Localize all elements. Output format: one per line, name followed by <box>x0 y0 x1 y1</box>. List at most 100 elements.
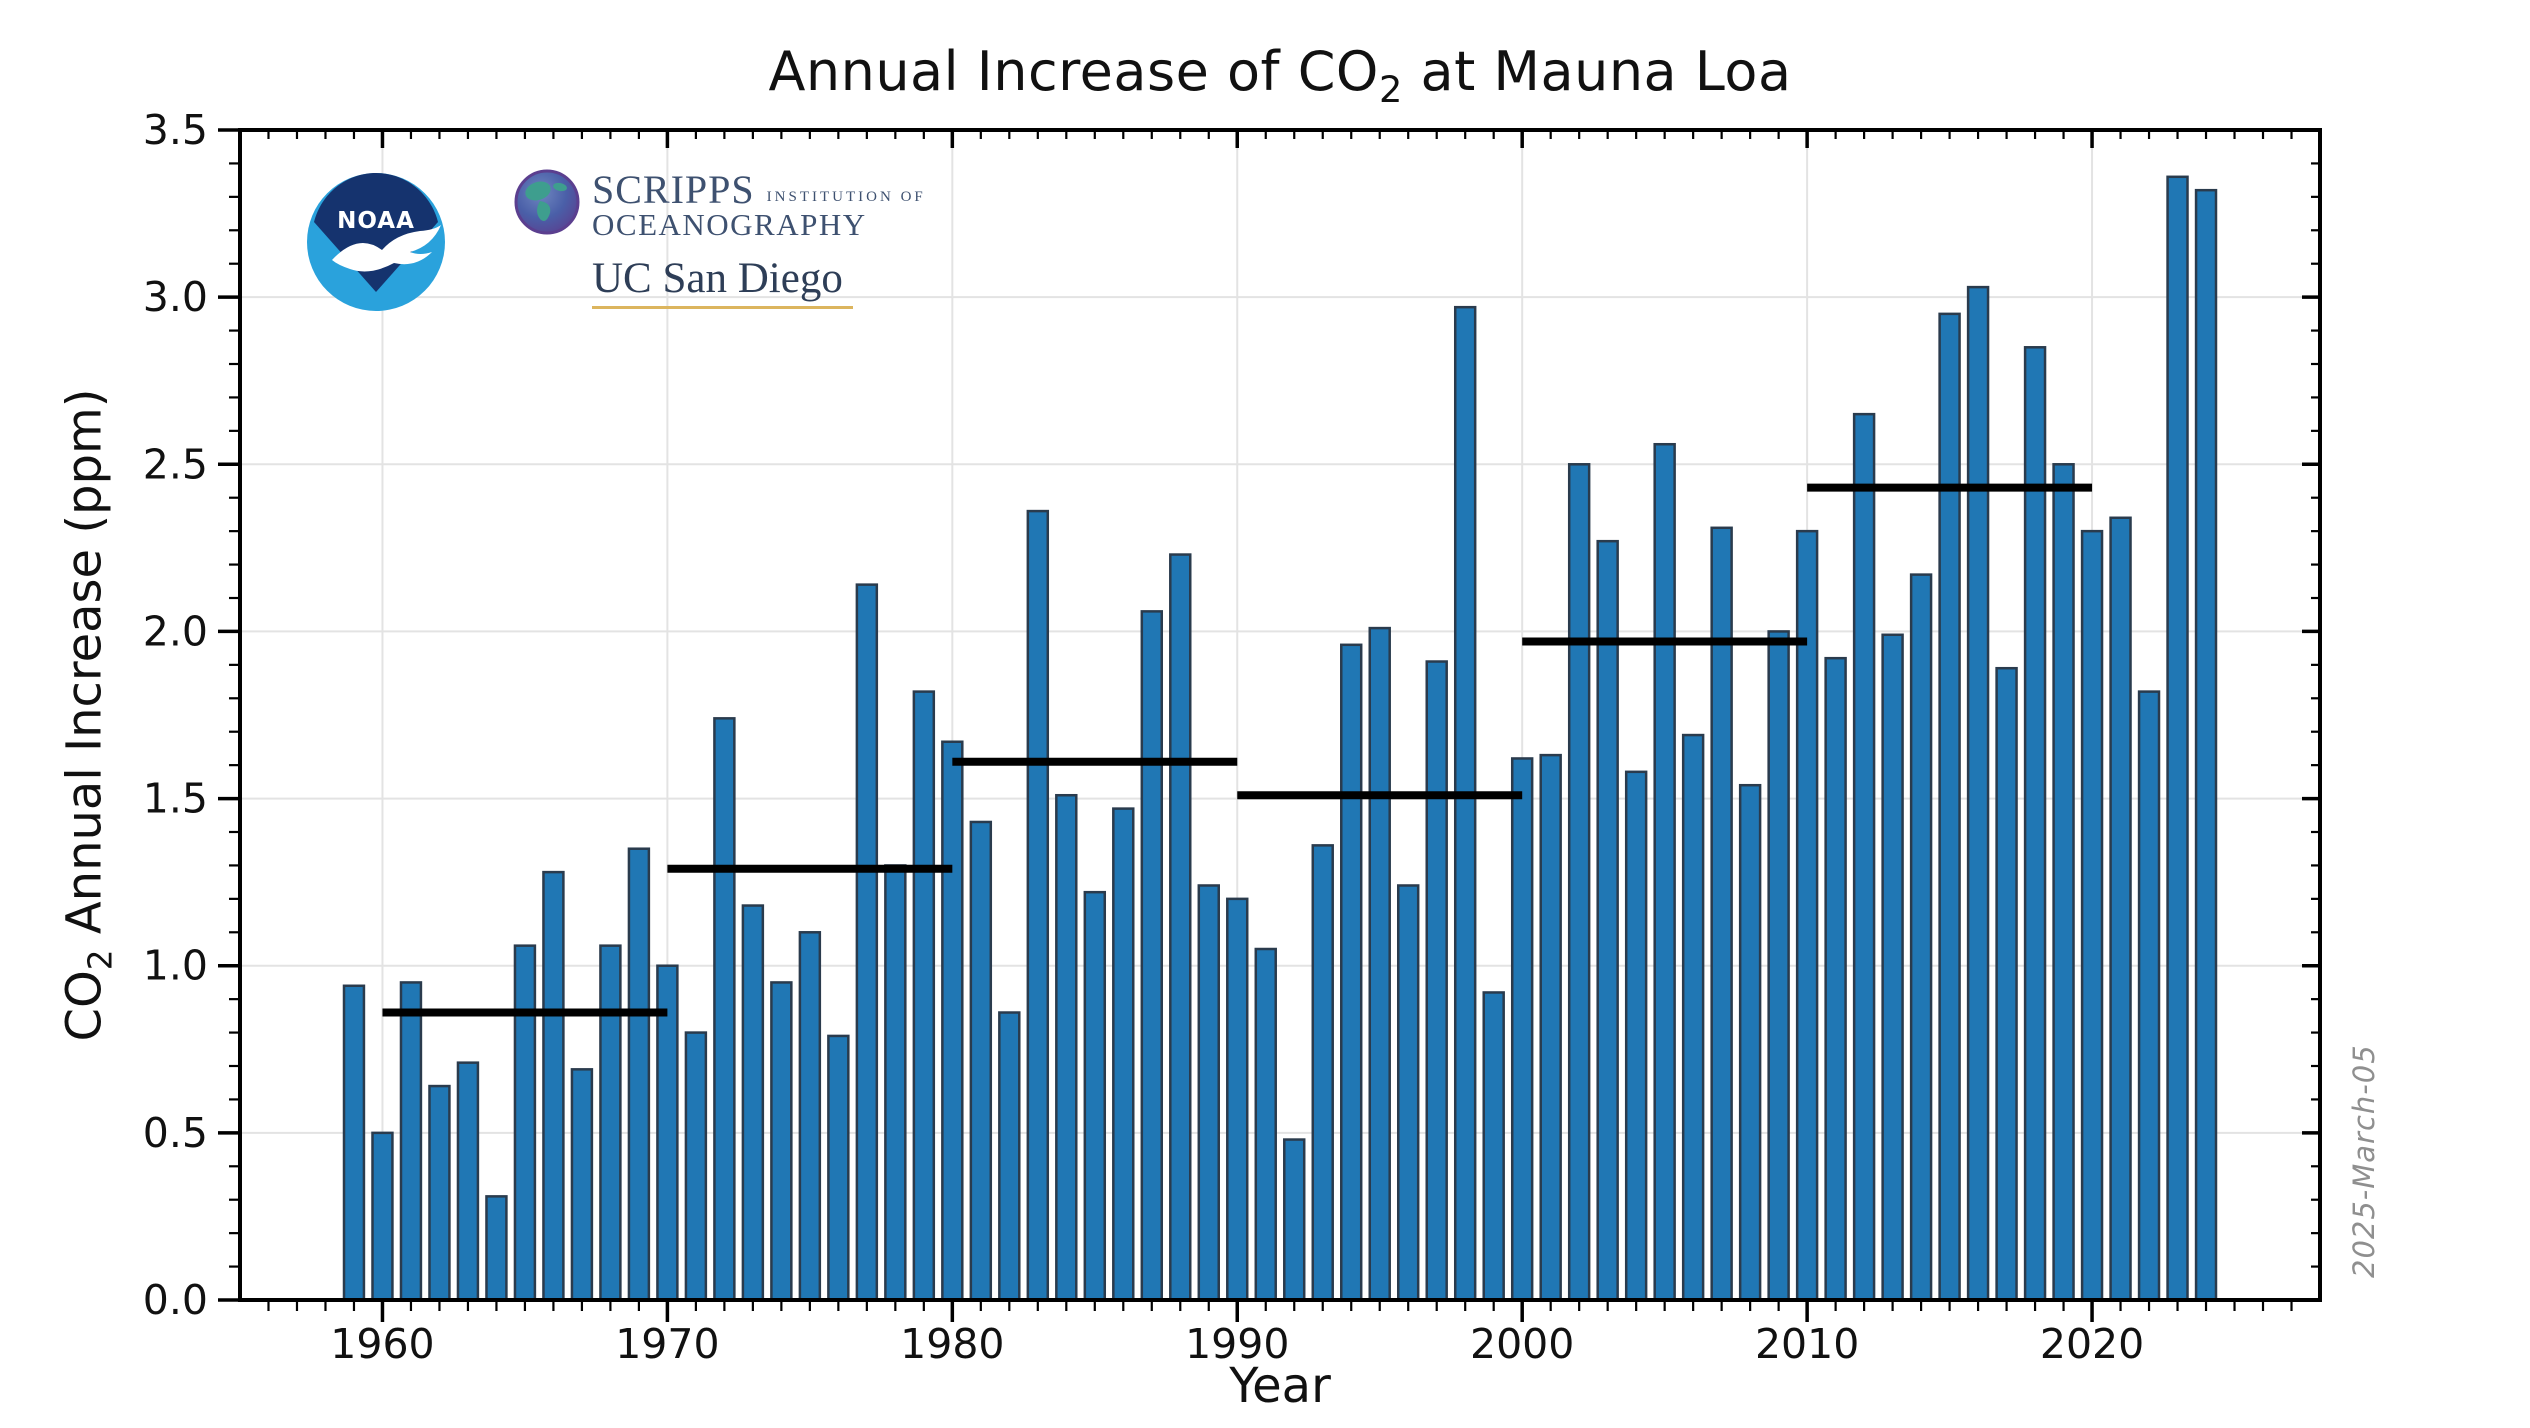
chart-title: Annual Increase of CO2 at Mauna Loa <box>240 40 2320 111</box>
bar-1985 <box>1083 890 1107 1302</box>
noaa-logo-seagull-icon <box>332 225 441 272</box>
bar-1995 <box>1368 626 1391 1302</box>
bar-1986 <box>1112 807 1135 1302</box>
bar-1969 <box>627 847 651 1302</box>
y-tick-label: 2.0 <box>143 607 208 655</box>
bar-1960 <box>371 1131 394 1302</box>
bar-2013 <box>1881 633 1904 1302</box>
bar-2024 <box>2194 188 2218 1302</box>
bar-2023 <box>2166 175 2189 1302</box>
x-tick-label: 1970 <box>615 1320 719 1368</box>
scripps-institution-of: INSTITUTION OF <box>766 189 926 205</box>
bar-1982 <box>998 1011 1021 1302</box>
bar-2005 <box>1653 442 1676 1302</box>
bar-1987 <box>1140 610 1164 1302</box>
bar-2000 <box>1510 757 1534 1302</box>
bar-1998 <box>1453 305 1477 1302</box>
bar-2006 <box>1681 733 1705 1302</box>
plot-datestamp: 2025-March-05 <box>2347 1044 2381 1278</box>
y-tick-label: 1.0 <box>143 942 208 990</box>
bar-1966 <box>542 870 565 1302</box>
scripps-wordmark: SCRIPPS INSTITUTION OF <box>592 170 926 210</box>
y-tick-label: 1.5 <box>143 775 208 823</box>
y-tick-label: 3.0 <box>143 273 208 321</box>
bar-1990 <box>1226 897 1249 1302</box>
bar-1984 <box>1055 793 1078 1302</box>
bar-2021 <box>2109 516 2132 1302</box>
x-tick-label: 1980 <box>900 1320 1004 1368</box>
bar-1992 <box>1283 1138 1306 1302</box>
bar-2001 <box>1539 753 1562 1302</box>
x-tick-label: 2020 <box>2040 1320 2144 1368</box>
tick-labels: 1960 1970 1980 1990 2000 2010 2020 0.0 0.5 1.0 1.5… <box>143 106 2144 1368</box>
x-tick-label: 2000 <box>1470 1320 1574 1368</box>
bar-2010 <box>1795 529 1819 1302</box>
bar-1989 <box>1197 884 1220 1302</box>
bar-1983 <box>1026 509 1050 1302</box>
bar-1988 <box>1169 553 1192 1302</box>
bar-2014 <box>1909 573 1933 1302</box>
bar-2020 <box>2080 529 2104 1302</box>
bars <box>342 175 2218 1302</box>
bar-1975 <box>798 931 822 1302</box>
bar-2008 <box>1738 783 1762 1302</box>
axis-ticks <box>218 128 2320 1322</box>
x-tick-label: 1990 <box>1185 1320 1289 1368</box>
bar-1959 <box>342 984 366 1302</box>
x-tick-label: 1960 <box>330 1320 434 1368</box>
bar-1999 <box>1482 991 1505 1302</box>
bar-2003 <box>1596 539 1619 1302</box>
chart-title-subscript: 2 <box>1378 67 1403 111</box>
scripps-oceanography: OCEANOGRAPHY <box>592 207 867 242</box>
bar-1963 <box>456 1061 480 1302</box>
bar-1981 <box>969 820 993 1302</box>
bar-1980 <box>941 740 964 1302</box>
ucsd-wordmark: UC San Diego <box>592 257 853 309</box>
bar-2002 <box>1567 463 1591 1302</box>
bar-1993 <box>1311 844 1334 1302</box>
bar-1972 <box>713 717 736 1302</box>
chart-title-text: Annual Increase of CO <box>768 40 1379 103</box>
scripps-globe-icon <box>514 169 580 235</box>
bar-1967 <box>570 1068 594 1302</box>
bar-2012 <box>1852 412 1876 1302</box>
x-axis-label: Year <box>1229 1358 1331 1414</box>
bar-2022 <box>2137 690 2161 1302</box>
bar-1997 <box>1425 660 1448 1302</box>
bar-1977 <box>855 583 879 1302</box>
bar-2015 <box>1938 312 1961 1302</box>
scripps-name: SCRIPPS <box>592 167 755 212</box>
bar-2019 <box>2052 463 2075 1302</box>
bar-1971 <box>684 1031 708 1302</box>
y-axis-label: CO2 Annual Increase (ppm) <box>56 388 120 1042</box>
bar-1964 <box>485 1195 508 1302</box>
x-tick-label: 2010 <box>1755 1320 1859 1368</box>
bar-2004 <box>1624 770 1648 1302</box>
y-tick-label: 3.5 <box>143 106 208 154</box>
y-tick-label: 2.5 <box>143 440 208 488</box>
bar-1991 <box>1254 947 1277 1302</box>
bar-1962 <box>428 1084 451 1302</box>
bar-2016 <box>1966 285 1990 1302</box>
bar-1965 <box>513 944 537 1302</box>
noaa-logo: NOAA <box>307 173 445 311</box>
bar-1996 <box>1396 884 1420 1302</box>
bar-2017 <box>1995 666 2018 1302</box>
chart-title-text-suffix: at Mauna Loa <box>1402 40 1792 103</box>
noaa-logo-shield <box>314 173 438 292</box>
bar-1994 <box>1340 643 1363 1302</box>
bar-1974 <box>770 981 793 1302</box>
bar-1976 <box>827 1034 850 1302</box>
axes-frame <box>238 128 2322 1302</box>
bar-1979 <box>912 690 936 1302</box>
bar-1968 <box>599 944 622 1302</box>
bar-1978 <box>884 864 907 1302</box>
noaa-logo-text: NOAA <box>337 208 415 234</box>
bar-2011 <box>1824 656 1847 1302</box>
bar-1961 <box>399 981 423 1302</box>
bar-1973 <box>741 904 765 1302</box>
decade-mean-lines <box>382 483 2093 1017</box>
y-tick-label: 0.0 <box>143 1276 208 1324</box>
